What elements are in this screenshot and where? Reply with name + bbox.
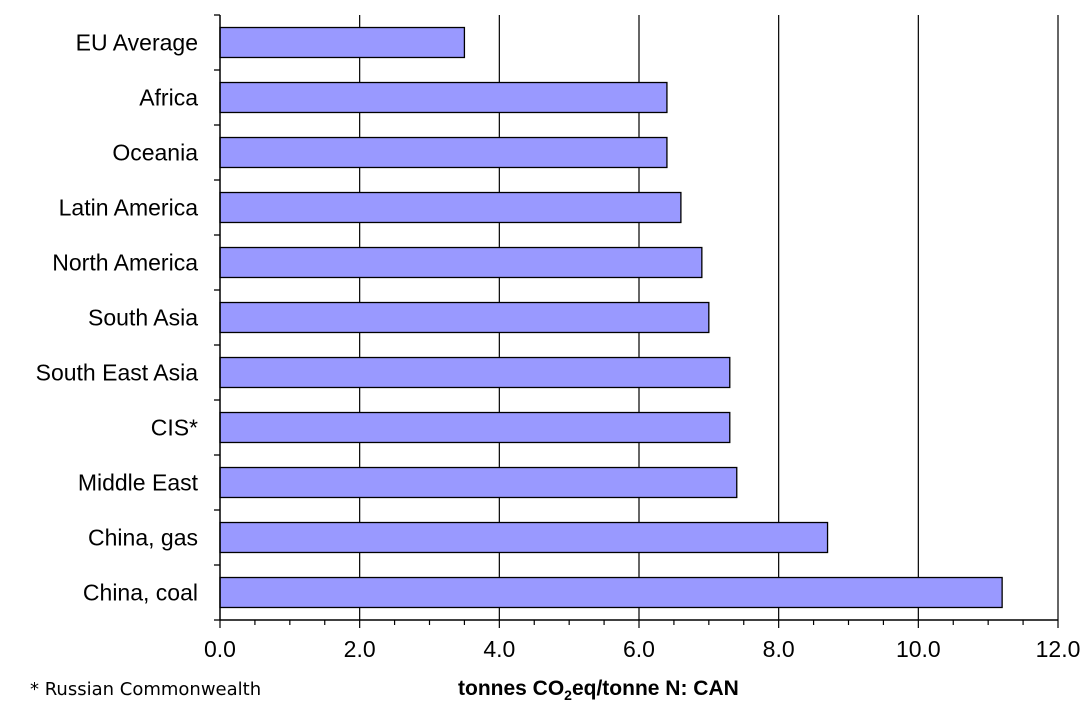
category-label: China, gas [88,525,198,551]
x-tick-label: 0.0 [204,636,236,662]
category-label: South East Asia [36,360,199,386]
category-label: Middle East [78,470,199,496]
category-label: China, coal [83,580,198,606]
x-axis-label-subscript: 2 [564,687,572,704]
category-label: Oceania [112,140,198,166]
category-label: Latin America [59,195,199,221]
category-label: CIS* [151,415,198,441]
category-label: Africa [139,85,198,111]
bar [219,136,668,169]
x-axis-label-prefix: tonnes CO [458,677,565,700]
x-tick-label: 4.0 [483,636,515,662]
bar [219,246,703,279]
category-label: EU Average [76,30,198,56]
bar [219,191,682,224]
x-tick-label: 8.0 [763,636,795,662]
category-labels: EU Average Africa Oceania Latin America Nort… [36,30,199,606]
axes [214,14,1059,628]
footnote: * Russian Commonwealth [30,679,262,700]
x-tick-label: 10.0 [896,636,941,662]
bar [219,301,710,334]
category-label: South Asia [88,305,198,331]
bar [219,521,829,554]
bars [219,26,1003,609]
bar [219,26,466,59]
x-tick-label: 6.0 [623,636,655,662]
x-tick-label: 12.0 [1036,636,1081,662]
bar [219,411,731,444]
bar [219,356,731,389]
bar [219,81,668,114]
x-axis-label: tonnes CO2eq/tonne N: CAN [458,677,739,703]
x-tick-label: 2.0 [344,636,376,662]
bar [219,466,738,499]
x-axis-label-suffix: eq/tonne N: CAN [571,677,739,700]
category-label: North America [52,250,198,276]
bar [219,576,1003,609]
tick-labels: 0.0 2.0 4.0 6.0 8.0 10.0 12.0 [204,636,1080,662]
